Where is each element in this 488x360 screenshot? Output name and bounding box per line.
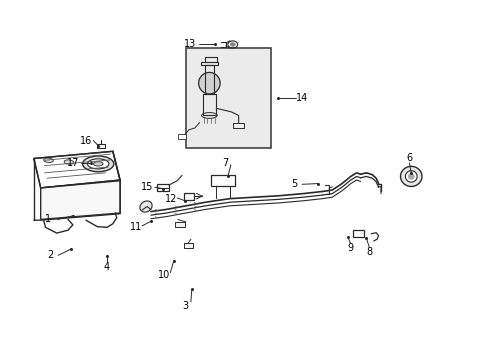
Text: 6: 6	[406, 153, 411, 163]
Text: 7: 7	[222, 158, 228, 168]
Ellipse shape	[198, 72, 220, 94]
Bar	[232, 123, 243, 128]
Bar	[211, 175, 234, 186]
Text: 1: 1	[45, 215, 51, 224]
Bar	[183, 193, 194, 200]
Bar	[185, 48, 271, 148]
Text: 16: 16	[80, 136, 92, 145]
Text: 5: 5	[290, 179, 297, 189]
Text: 17: 17	[66, 158, 79, 168]
Ellipse shape	[84, 162, 94, 166]
Polygon shape	[34, 151, 120, 188]
Text: 11: 11	[130, 222, 142, 232]
Text: 15: 15	[141, 182, 153, 192]
Ellipse shape	[64, 160, 74, 164]
Polygon shape	[41, 180, 120, 220]
Bar	[352, 230, 364, 237]
Bar	[157, 184, 168, 192]
Ellipse shape	[407, 174, 413, 179]
Text: 8: 8	[366, 247, 372, 257]
Ellipse shape	[43, 158, 53, 162]
Bar	[183, 243, 193, 248]
Text: 13: 13	[183, 39, 196, 49]
Ellipse shape	[87, 159, 109, 169]
Ellipse shape	[405, 171, 416, 182]
Text: 3: 3	[182, 301, 188, 311]
Text: 14: 14	[295, 93, 307, 103]
Text: 9: 9	[347, 243, 353, 253]
Bar	[177, 134, 186, 139]
Text: 12: 12	[165, 194, 177, 204]
Text: 2: 2	[47, 250, 54, 260]
Ellipse shape	[400, 166, 421, 186]
Circle shape	[230, 42, 235, 46]
Text: 10: 10	[158, 270, 170, 280]
Ellipse shape	[82, 156, 114, 172]
Text: 4: 4	[104, 262, 110, 272]
Ellipse shape	[93, 162, 103, 166]
Ellipse shape	[140, 201, 152, 212]
Bar	[175, 222, 184, 227]
